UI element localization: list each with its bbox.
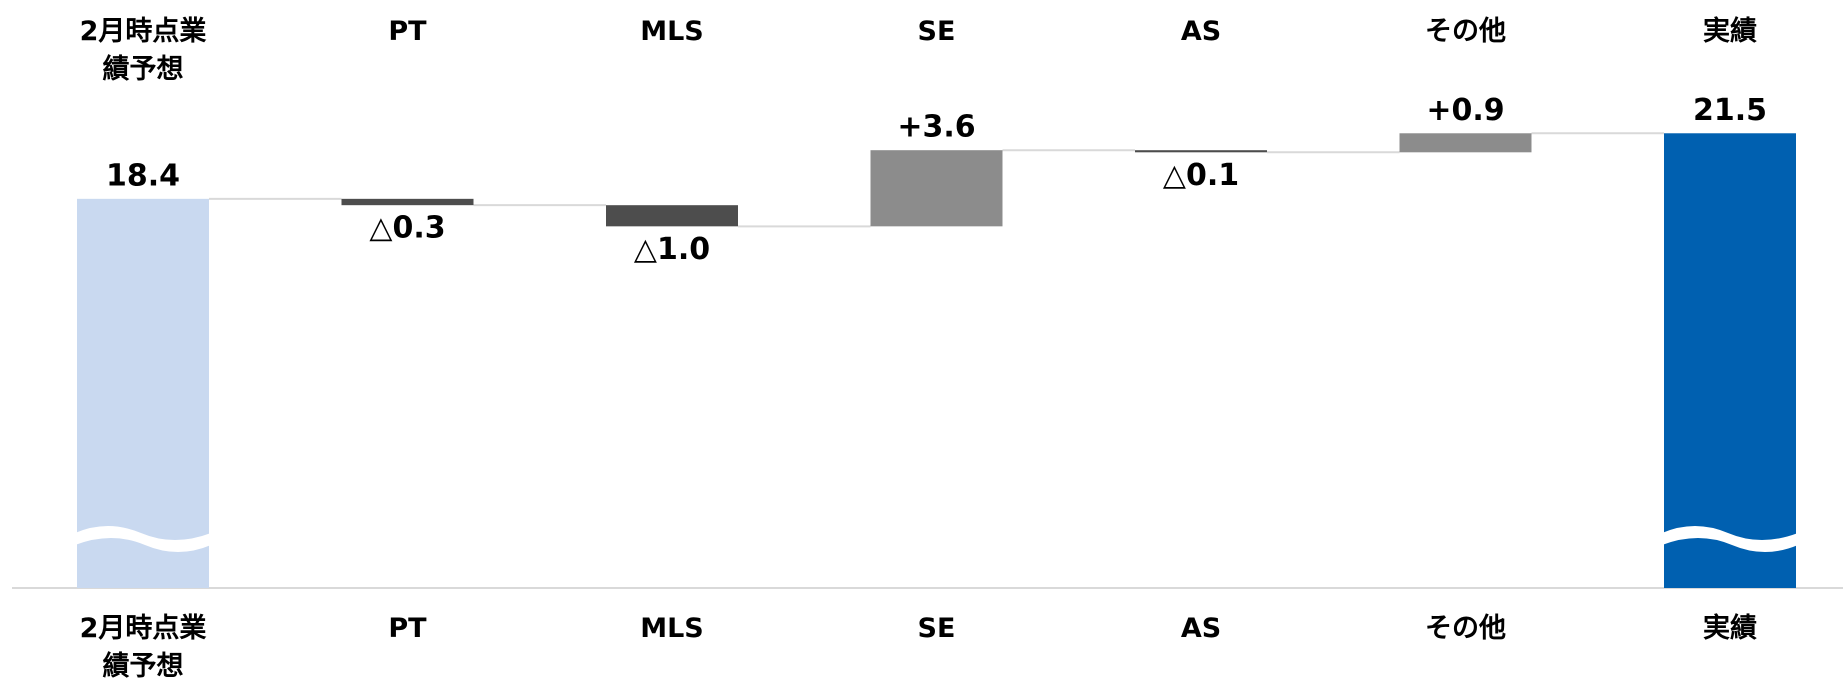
bar	[606, 205, 738, 227]
x-tick-label-top: SE	[917, 16, 956, 47]
x-tick-label-top: AS	[1180, 16, 1222, 47]
x-tick-label-bottom: AS	[1180, 613, 1222, 644]
value-label: △0.1	[1163, 158, 1239, 193]
x-tick-label-bottom: PT	[388, 613, 427, 644]
axis-break	[1662, 526, 1798, 552]
x-tick-label-bottom: MLS	[640, 613, 704, 644]
bar	[1135, 150, 1267, 153]
axis-break	[75, 526, 211, 552]
x-tick-label-bottom: その他	[1425, 613, 1506, 644]
value-label: 18.4	[106, 158, 180, 193]
x-tick-label-top: PT	[388, 16, 427, 47]
x-tick-label-top: MLS	[640, 16, 704, 47]
x-tick-label-bottom: SE	[917, 613, 956, 644]
x-tick-label-top: 2月時点業績予想	[79, 16, 207, 85]
bar	[1399, 133, 1532, 153]
bar	[77, 198, 209, 588]
x-tick-label-bottom: 実績	[1703, 613, 1757, 644]
bar	[870, 150, 1003, 227]
x-tick-label-bottom: 2月時点業績予想	[79, 613, 207, 682]
bar	[1664, 133, 1796, 588]
x-tick-label-top: その他	[1425, 16, 1506, 47]
value-label: △0.3	[369, 211, 445, 246]
value-label: 21.5	[1693, 93, 1767, 128]
value-label: △1.0	[634, 232, 710, 267]
bar	[341, 198, 474, 206]
value-label: +3.6	[897, 110, 975, 145]
value-label: +0.9	[1426, 93, 1504, 128]
x-tick-label-top: 実績	[1703, 16, 1757, 47]
